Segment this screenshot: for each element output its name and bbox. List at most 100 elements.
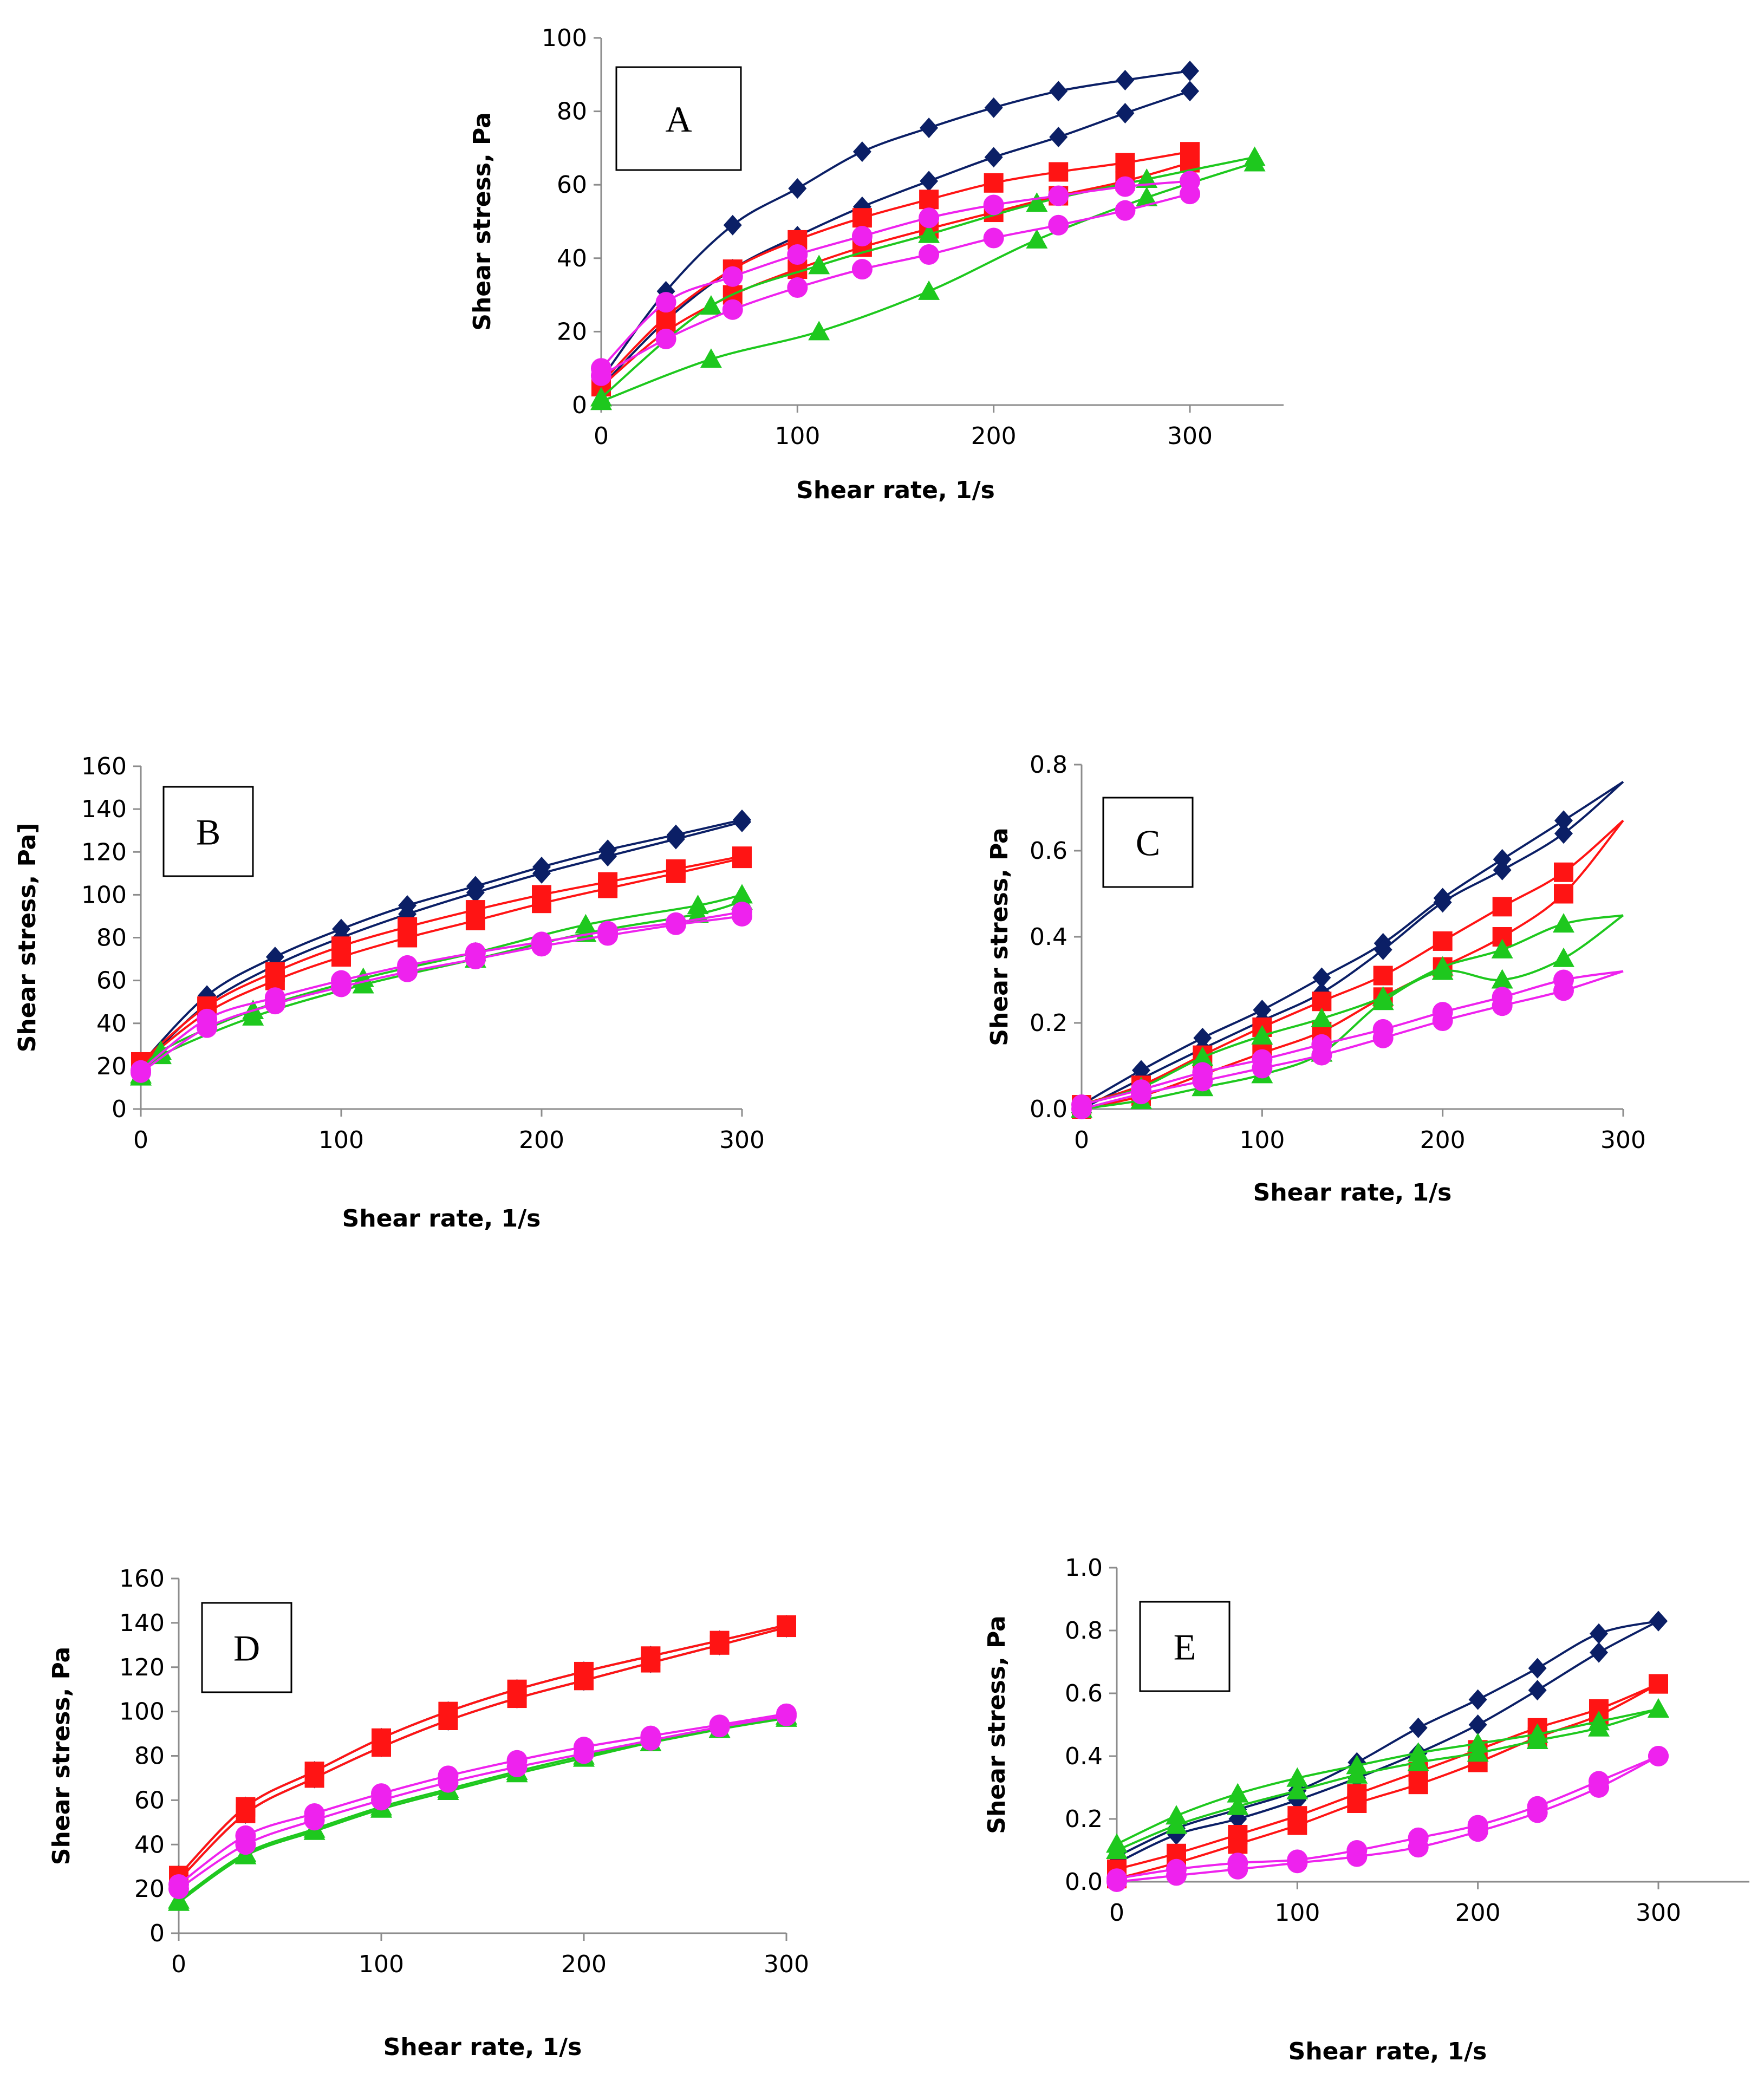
x-tick-label: 300	[1600, 1126, 1646, 1154]
data-point-circle	[465, 949, 486, 970]
data-point-square	[1433, 931, 1453, 951]
data-point-circle	[787, 277, 808, 298]
y-tick-label: 20	[134, 1875, 165, 1903]
data-point-diamond	[1649, 1610, 1668, 1632]
y-tick-label: 60	[96, 967, 127, 995]
data-point-diamond	[1409, 1717, 1428, 1738]
y-tick-label: 120	[81, 838, 127, 866]
y-tick-label: 0.2	[1065, 1805, 1103, 1833]
y-tick-label: 40	[134, 1831, 165, 1858]
data-point-square	[1554, 862, 1573, 882]
data-point-square	[1287, 1815, 1307, 1835]
x-tick-label: 100	[774, 422, 820, 450]
series-line-green-down	[1081, 914, 1624, 1110]
series-line-magenta-down	[1116, 1755, 1659, 1883]
x-axis-label: Shear rate, 1/s	[342, 1205, 541, 1232]
data-point-circle	[655, 292, 676, 313]
data-point-diamond	[1116, 69, 1135, 90]
data-point-diamond	[1193, 1027, 1212, 1048]
x-tick-label: 100	[359, 1951, 404, 1978]
data-point-square	[1649, 1674, 1668, 1694]
data-point-circle	[1252, 1058, 1273, 1079]
data-point-circle	[1166, 1865, 1187, 1886]
data-point-square	[1554, 884, 1573, 904]
data-point-diamond	[666, 829, 685, 850]
series-line-magenta-up	[1081, 970, 1624, 1106]
chart-panel-e: 0.0 0.2 0.4 0.6 0.8 1.0 0 100 200 300 Shear rate, …	[983, 1554, 1749, 2065]
data-point-triangle	[1431, 960, 1454, 980]
data-point-circle	[574, 1743, 594, 1764]
data-point-circle	[983, 194, 1004, 216]
data-point-circle	[591, 365, 611, 386]
x-tick-label: 100	[1274, 1899, 1320, 1927]
x-tick-label: 200	[519, 1126, 564, 1154]
y-tick-label: 0.0	[1065, 1868, 1103, 1896]
data-point-circle	[1287, 1853, 1308, 1874]
data-point-square	[574, 1671, 594, 1691]
x-tick-label: 300	[1636, 1899, 1681, 1927]
data-point-square	[372, 1737, 391, 1757]
y-tick-label: 0.8	[1065, 1617, 1103, 1645]
data-point-circle	[371, 1790, 392, 1811]
y-tick-label: 100	[81, 881, 127, 909]
y-axis-label: Shear stress, Pa	[48, 1647, 75, 1866]
data-point-diamond	[1181, 81, 1199, 102]
data-point-triangle	[590, 390, 612, 410]
data-point-triangle	[700, 295, 722, 315]
data-point-square	[666, 863, 686, 883]
data-point-square	[1492, 897, 1512, 917]
y-axis-label: Shear stress, Pa	[986, 827, 1013, 1046]
series-line-navy-up	[1081, 781, 1624, 1106]
data-point-circle	[983, 227, 1004, 249]
series-line-navy-down	[600, 90, 1190, 388]
x-axis-label: Shear rate, 1/s	[796, 477, 995, 504]
series-line-magenta-up	[178, 1712, 787, 1886]
data-point-diamond	[532, 863, 551, 884]
data-point-square	[984, 173, 1004, 193]
data-point-circle	[1180, 184, 1200, 205]
panel-label: D	[233, 1628, 260, 1669]
data-point-diamond	[1468, 1689, 1487, 1710]
y-tick-label: 100	[119, 1698, 165, 1726]
x-tick-label: 0	[133, 1126, 148, 1154]
data-point-square	[641, 1653, 661, 1673]
data-point-diamond	[984, 147, 1003, 168]
series-line-green-up	[1081, 914, 1624, 1106]
data-point-circle	[438, 1772, 459, 1793]
series-line-navy-down	[1116, 1620, 1659, 1864]
data-point-circle	[851, 259, 873, 280]
data-point-triangle	[1106, 1840, 1128, 1859]
series-line-magenta-down	[601, 193, 1190, 377]
x-tick-label: 200	[971, 422, 1017, 450]
series-line-green-up	[178, 1714, 787, 1901]
data-point-square	[1115, 153, 1135, 173]
series-line-magenta-up	[600, 180, 1190, 369]
y-tick-label: 140	[81, 795, 127, 823]
data-point-circle	[1131, 1084, 1151, 1105]
series-line-navy-up	[1116, 1620, 1659, 1858]
series-line-navy-up	[140, 818, 743, 1065]
data-point-triangle	[1136, 186, 1158, 206]
series-line-magenta-down	[1081, 970, 1624, 1110]
data-point-triangle	[700, 348, 722, 368]
data-point-triangle	[1553, 947, 1574, 967]
data-point-square	[1049, 162, 1069, 182]
data-point-triangle	[1227, 1783, 1249, 1803]
series-line-red-up	[140, 855, 743, 1063]
panel-label-box	[201, 1602, 292, 1693]
data-point-square	[507, 1688, 527, 1708]
data-point-circle	[1115, 200, 1136, 221]
data-point-triangle	[1166, 1814, 1187, 1834]
data-point-square	[398, 928, 418, 948]
data-point-square	[598, 878, 618, 898]
data-point-circle	[665, 914, 686, 935]
series-line-magenta-up	[1116, 1755, 1659, 1880]
data-point-circle	[1527, 1802, 1548, 1823]
data-point-triangle	[1648, 1698, 1669, 1718]
data-point-circle	[1106, 1871, 1127, 1892]
data-point-triangle	[352, 974, 374, 994]
y-tick-label: 0.8	[1030, 751, 1067, 779]
data-point-diamond	[1049, 127, 1068, 148]
data-point-square	[1408, 1775, 1428, 1795]
y-tick-label: 160	[119, 1565, 165, 1593]
